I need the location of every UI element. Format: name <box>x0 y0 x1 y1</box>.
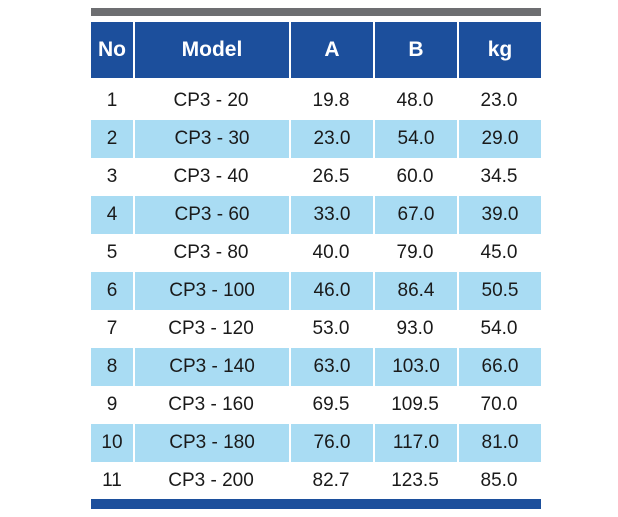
cell-model: CP3 - 100 <box>133 272 289 310</box>
table-row: 7 CP3 - 120 53.0 93.0 54.0 <box>91 310 541 348</box>
cell-a: 19.8 <box>312 90 350 111</box>
cell-no: 9 <box>106 394 118 415</box>
header-kg: kg <box>457 22 541 78</box>
cell-model: CP3 - 120 <box>168 318 254 339</box>
table-row: 9 CP3 - 160 69.5 109.5 70.0 <box>91 386 541 424</box>
header-no: No <box>91 22 133 78</box>
cell-kg: 23.0 <box>480 90 518 111</box>
cell-model: CP3 - 180 <box>133 424 289 462</box>
cell-model: CP3 - 200 <box>168 470 254 491</box>
table-row: 11 CP3 - 200 82.7 123.5 85.0 <box>91 462 541 500</box>
cell-a: 69.5 <box>312 394 350 415</box>
cell-b: 54.0 <box>373 120 457 158</box>
cell-kg: 85.0 <box>480 470 518 491</box>
cell-b: 93.0 <box>396 318 434 339</box>
table-row: 6 CP3 - 100 46.0 86.4 50.5 <box>91 272 541 310</box>
cell-no: 5 <box>106 242 118 263</box>
cell-model: CP3 - 160 <box>168 394 254 415</box>
header-a: A <box>289 22 373 78</box>
cell-a: 33.0 <box>289 196 373 234</box>
cell-model: CP3 - 140 <box>133 348 289 386</box>
table-row: 3 CP3 - 40 26.5 60.0 34.5 <box>91 158 541 196</box>
cell-b: 117.0 <box>373 424 457 462</box>
cell-kg: 70.0 <box>480 394 518 415</box>
cell-kg: 54.0 <box>480 318 518 339</box>
cell-no: 2 <box>106 128 118 149</box>
cell-model: CP3 - 30 <box>133 120 289 158</box>
table-row: 8 CP3 - 140 63.0 103.0 66.0 <box>91 348 541 386</box>
cell-kg: 66.0 <box>457 348 541 386</box>
table-row: 1 CP3 - 20 19.8 48.0 23.0 <box>91 82 541 120</box>
table-row: 10 CP3 - 180 76.0 117.0 81.0 <box>91 424 541 462</box>
cell-no: 3 <box>106 166 118 187</box>
table-row: 5 CP3 - 80 40.0 79.0 45.0 <box>91 234 541 272</box>
cell-model: CP3 - 40 <box>173 166 249 187</box>
cell-b: 79.0 <box>396 242 434 263</box>
header-b: B <box>373 22 457 78</box>
cell-a: 63.0 <box>289 348 373 386</box>
bottom-divider-bar <box>91 499 541 509</box>
cell-b: 48.0 <box>396 90 434 111</box>
table-row: 4 CP3 - 60 33.0 67.0 39.0 <box>91 196 541 234</box>
cell-model: CP3 - 80 <box>173 242 249 263</box>
cell-kg: 45.0 <box>480 242 518 263</box>
cell-kg: 50.5 <box>457 272 541 310</box>
cell-b: 123.5 <box>391 470 439 491</box>
cell-a: 40.0 <box>312 242 350 263</box>
cell-b: 60.0 <box>396 166 434 187</box>
cell-no: 1 <box>106 90 118 111</box>
cell-kg: 39.0 <box>457 196 541 234</box>
cell-no: 11 <box>102 470 122 491</box>
cell-a: 82.7 <box>312 470 350 491</box>
cell-kg: 34.5 <box>480 166 518 187</box>
table-body: 1 CP3 - 20 19.8 48.0 23.0 2 CP3 - 30 23.0 54.0 29… <box>91 82 541 500</box>
cell-no: 6 <box>106 280 118 301</box>
cell-b: 67.0 <box>373 196 457 234</box>
cell-no: 8 <box>106 356 118 377</box>
table-header: No Model A B kg <box>91 22 541 78</box>
cell-no: 10 <box>101 432 123 453</box>
cell-a: 26.5 <box>312 166 350 187</box>
cell-a: 53.0 <box>312 318 350 339</box>
cell-kg: 29.0 <box>457 120 541 158</box>
cell-b: 109.5 <box>391 394 439 415</box>
table-row: 2 CP3 - 30 23.0 54.0 29.0 <box>91 120 541 158</box>
cell-a: 23.0 <box>289 120 373 158</box>
cell-b: 86.4 <box>373 272 457 310</box>
cell-no: 4 <box>106 204 118 225</box>
cell-b: 103.0 <box>373 348 457 386</box>
top-divider-bar <box>91 8 541 16</box>
header-model: Model <box>133 22 289 78</box>
cell-no: 7 <box>106 318 118 339</box>
cell-model: CP3 - 60 <box>133 196 289 234</box>
cell-a: 46.0 <box>289 272 373 310</box>
cell-kg: 81.0 <box>457 424 541 462</box>
cell-a: 76.0 <box>289 424 373 462</box>
cell-model: CP3 - 20 <box>173 90 249 111</box>
